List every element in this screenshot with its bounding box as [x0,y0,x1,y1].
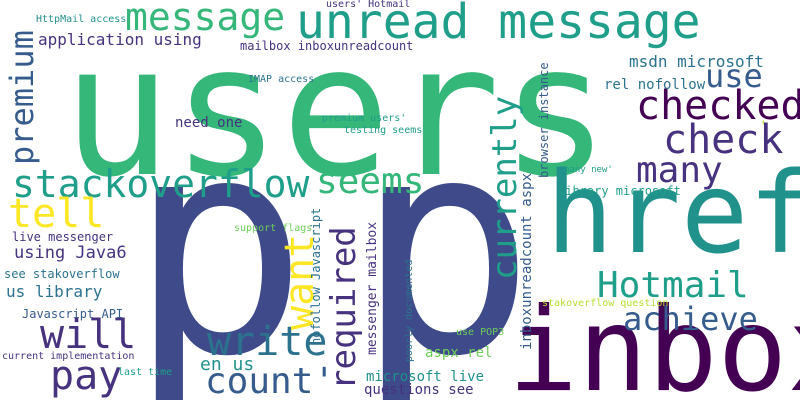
word-stackoverflow: stackoverflow [12,162,310,206]
word-need-one: need one [175,115,243,131]
word-last-time: last time [118,367,173,378]
word-library-microsoft: library microsoft [558,184,681,198]
word-aspx-rel: aspx rel [425,345,493,361]
word-p-left: p [128,73,309,400]
word-achieve: achieve [623,300,758,338]
word-application-using: application using [38,30,202,49]
word-use: use [705,57,763,95]
word-many-new: many new' [564,165,613,175]
word-questions-see: questions see [364,382,474,398]
word-check: check [663,117,784,163]
word-mailbox-inboxunreadcount: mailbox inboxunreadcount [240,39,414,53]
word-using-java6: using Java6 [14,243,127,263]
word-inboxunreadcount-aspx: inboxunreadcount aspx [519,172,535,350]
word-unread-message: unread message [296,0,701,50]
word-see-stakoverflow: see stakoverflow [4,267,120,281]
word-users: users [62,5,610,217]
word-poorly-documented: poorly documented [404,259,415,362]
word-hotmail: Hotmail [597,265,749,306]
word-inbox: inbox [508,283,800,400]
word-httpmail-access: HttpMail access [36,14,127,25]
word-en-us: en us [200,354,255,375]
word-nofollow-javascript: nofollow Javascript [309,207,323,345]
word-support-flags: support flags [234,223,313,234]
word-required: required [324,226,364,390]
word-rel-nofollow: rel nofollow [604,77,706,93]
word-checked: checked [636,83,800,129]
word-browser-instance: browser instance [537,62,551,178]
word-write: write [207,319,328,365]
word-premium: premium [3,30,41,165]
word-many: many [636,150,723,191]
word-count: count' [205,361,336,400]
word-href: href [546,149,800,279]
word-microsoft-live: microsoft live [366,369,485,385]
word-imap-access: IMAP access [248,74,315,85]
word-quote-mark: ' [759,119,768,135]
word-pay: pay [50,353,123,399]
word-use-pop3: use POP3 [456,327,505,338]
word-live-messenger: live messenger [12,230,114,244]
word-currently: currently [485,95,525,280]
word-javascript-api: Javascript API [22,307,124,321]
word-users-hotmail: users' Hotmail [326,0,411,10]
word-testing-seems: testing seems [344,125,423,136]
word-will: will [40,312,137,358]
word-p-right: p [355,73,536,400]
word-seems: seems [316,161,425,202]
word-stakoverflow-question: stakoverflow question [542,298,669,309]
word-us-library: us library [6,282,103,301]
word-current-implementation: current implementation [2,351,135,362]
word-messenger-mailbox: messenger mailbox [365,221,380,355]
word-msdn-microsoft: msdn microsoft [629,52,764,71]
word-message: message [125,0,286,39]
word-tell: tell [8,191,105,237]
word-premium-users: premium users' [322,113,407,124]
